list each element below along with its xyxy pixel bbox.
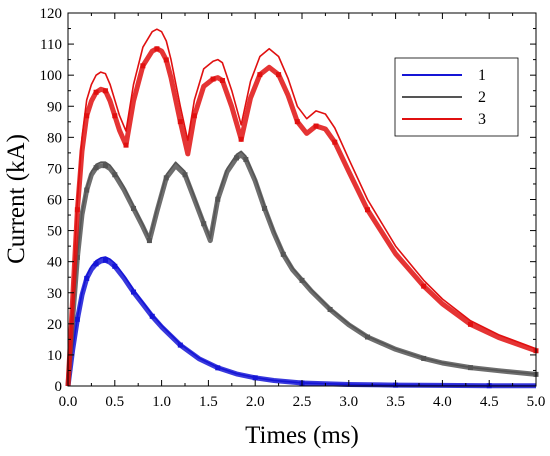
series-3-point: [74, 207, 80, 213]
series-2-point: [280, 251, 286, 257]
series-3-point: [467, 321, 473, 327]
series-2-point: [131, 205, 137, 211]
series-1-point: [84, 275, 90, 281]
y-tick-label: 70: [47, 161, 62, 177]
y-tick-label: 50: [47, 224, 62, 240]
series-3-point: [102, 88, 108, 94]
series-3: [65, 28, 539, 387]
x-tick-label: 0.0: [59, 394, 78, 410]
x-axis-title: Times (ms): [245, 422, 359, 449]
series-2-point: [421, 355, 427, 361]
x-tick-label: 0.5: [105, 394, 124, 410]
series-2: [65, 150, 539, 387]
series-2-point: [327, 306, 333, 312]
legend-label-3: 3: [478, 111, 486, 128]
series-2-point: [182, 172, 188, 178]
x-tick-label: 3.5: [386, 394, 405, 410]
series-2-point: [112, 172, 118, 178]
series-1-point: [215, 365, 221, 371]
legend-label-1: 1: [478, 67, 486, 84]
series-3-point: [219, 78, 225, 84]
y-tick-label: 40: [47, 255, 62, 271]
x-tick-label: 1.0: [152, 394, 171, 410]
series-1-point: [102, 257, 108, 263]
series-3-point: [365, 207, 371, 213]
series-3-point: [93, 89, 99, 95]
series-3-point: [332, 139, 338, 145]
y-axis-title: Current (kA): [3, 134, 30, 264]
y-tick-label: 20: [47, 317, 62, 333]
series-3-point: [294, 119, 300, 125]
series-3-point: [154, 46, 160, 52]
series-2-point: [262, 205, 268, 211]
series-1-point: [112, 263, 118, 269]
y-tick-label: 0: [55, 379, 63, 395]
y-tick-label: 100: [40, 68, 63, 84]
series-3-point: [276, 72, 282, 78]
x-tick-label: 2.5: [293, 394, 312, 410]
series-1-point: [177, 342, 183, 348]
x-tick-label: 2.0: [246, 394, 265, 410]
series-3-point: [163, 57, 169, 63]
series-1-point: [131, 289, 137, 295]
ticks-layer: 0.0 0.5 1.0 1.5 2.0 2.5 3.0 3.5 4.0 4.5 5.0 0 10 20 30…: [40, 6, 546, 410]
series-3-point: [140, 63, 146, 69]
series-3-point: [238, 136, 244, 142]
series-3-point: [421, 283, 427, 289]
series-3-point: [313, 123, 319, 129]
series-3-point: [123, 142, 129, 148]
series-1-point: [74, 316, 80, 322]
series-3-point: [191, 113, 197, 119]
x-tick-label: 1.5: [199, 394, 218, 410]
x-tick-label: 4.5: [480, 394, 499, 410]
series-3-point: [257, 72, 263, 78]
series-2-point: [467, 365, 473, 371]
y-tick-label: 90: [47, 99, 62, 115]
series-2-point: [201, 221, 207, 227]
y-tick-label: 80: [47, 130, 62, 146]
series-2-point: [93, 165, 99, 171]
legend: 1 2 3: [394, 57, 519, 137]
series-3-point: [210, 76, 216, 82]
series-3-line: [67, 28, 537, 387]
series-2-point: [365, 334, 371, 340]
series-1-point: [149, 313, 155, 319]
series-3-point: [84, 113, 90, 119]
series-2-point: [299, 277, 305, 283]
legend-label-2: 2: [478, 89, 486, 106]
series-3-point: [177, 119, 183, 125]
y-tick-label: 10: [47, 348, 62, 364]
series-1-point: [93, 261, 99, 267]
series-2-point: [102, 163, 108, 169]
x-tick-label: 5.0: [527, 394, 546, 410]
series-2-point: [163, 175, 169, 181]
series-2-point: [84, 187, 90, 193]
series-2-point: [215, 196, 221, 202]
series-2-measured-line: [65, 152, 537, 387]
y-tick-label: 30: [47, 286, 62, 302]
series-3-point: [112, 113, 118, 119]
y-tick-label: 120: [40, 6, 63, 22]
x-tick-label: 3.0: [339, 394, 358, 410]
series-2-point: [233, 155, 239, 161]
series-1-point: [252, 375, 258, 381]
x-tick-label: 4.0: [433, 394, 452, 410]
series-2-point: [146, 238, 152, 244]
y-tick-label: 110: [40, 37, 62, 53]
series-2-point: [243, 156, 249, 162]
series-2-line: [67, 150, 537, 387]
y-tick-label: 60: [47, 193, 62, 209]
